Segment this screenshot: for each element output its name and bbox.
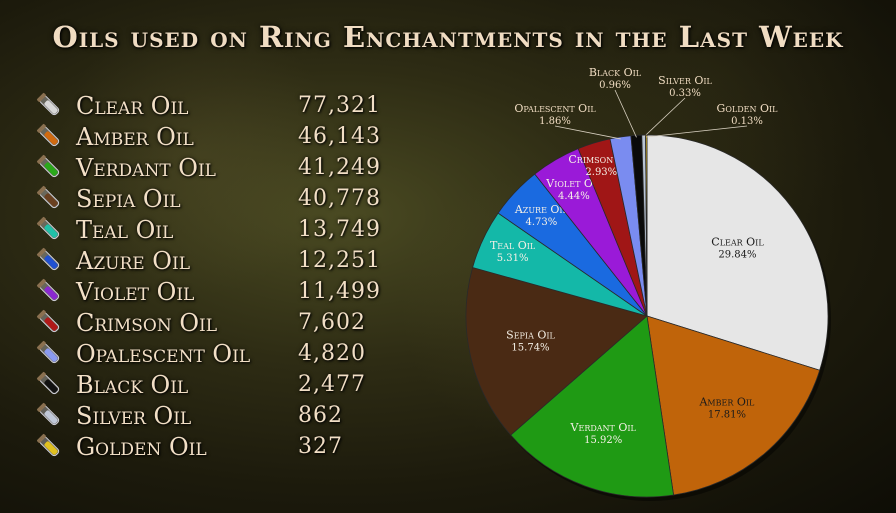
verdant-oil-vial-icon xyxy=(36,154,60,177)
legend-label: Clear Oil xyxy=(76,91,189,120)
legend-label: Verdant Oil xyxy=(76,153,216,182)
pie-slice-sepia-oil xyxy=(465,267,648,436)
legend-count: 46,143 xyxy=(298,124,381,149)
leader-line xyxy=(646,125,748,138)
slice-label-percent: 15.92% xyxy=(584,435,622,446)
legend-label: Silver Oil xyxy=(76,401,192,430)
legend-count: 12,251 xyxy=(298,248,381,273)
slice-label-percent: 15.74% xyxy=(511,342,549,353)
legend-item: Clear Oil 77,321 xyxy=(34,90,394,121)
slice-label-percent: 0.33% xyxy=(669,88,701,99)
slice-label-name: Sepia Oil xyxy=(506,328,555,341)
opalescent-oil-vial-icon xyxy=(36,340,60,363)
slice-label: Sepia Oil 15.74% xyxy=(506,328,555,353)
legend-count: 77,321 xyxy=(298,93,381,118)
legend-item: Opalescent Oil 4,820 xyxy=(34,338,394,369)
slice-label: Violet Oil 4.44% xyxy=(545,177,602,202)
slice-label-name: Verdant Oil xyxy=(570,421,637,434)
slice-label-name: Violet Oil xyxy=(545,177,602,190)
legend-label: Violet Oil xyxy=(76,277,195,306)
legend-label: Crimson Oil xyxy=(76,308,218,337)
clear-oil-vial-icon xyxy=(36,92,60,115)
slice-label-name: Silver Oil xyxy=(658,74,712,87)
legend-count: 4,820 xyxy=(298,341,366,366)
azure-oil-vial-icon xyxy=(36,247,60,270)
slice-label-name: Opalescent Oil xyxy=(514,102,596,115)
amber-oil-vial-icon xyxy=(36,123,60,146)
legend-count: 2,477 xyxy=(298,372,366,397)
black-oil-vial-icon xyxy=(36,371,60,394)
legend-item: Azure Oil 12,251 xyxy=(34,245,394,276)
golden-oil-vial-icon xyxy=(36,433,60,456)
slice-label-name: Teal Oil xyxy=(490,239,536,252)
legend-count: 862 xyxy=(298,403,343,428)
slice-label: Opalescent Oil 1.86% xyxy=(514,102,596,127)
slice-label-percent: 0.96% xyxy=(599,80,631,91)
slice-label-percent: 17.81% xyxy=(708,410,746,421)
legend-item: Black Oil 2,477 xyxy=(34,369,394,400)
slice-label-name: Amber Oil xyxy=(698,396,755,409)
legend-count: 11,499 xyxy=(298,279,381,304)
legend-label: Amber Oil xyxy=(76,122,194,151)
slice-label: Amber Oil 17.81% xyxy=(698,396,755,421)
slice-label: Clear Oil 29.84% xyxy=(711,236,764,261)
pie-chart: Clear Oil 29.84% Amber Oil 17.81% Verdant Oi… xyxy=(465,66,831,501)
leader-line xyxy=(614,89,637,138)
pie-slice-golden-oil xyxy=(645,134,648,317)
slice-label-percent: 4.73% xyxy=(525,217,557,228)
slice-label-name: Golden Oil xyxy=(717,102,779,115)
legend-count: 40,778 xyxy=(298,186,381,211)
legend-item: Violet Oil 11,499 xyxy=(34,276,394,307)
legend-count: 327 xyxy=(298,434,343,459)
legend-item: Teal Oil 13,749 xyxy=(34,214,394,245)
slice-label-name: Clear Oil xyxy=(711,236,764,249)
pie-slice-verdant-oil xyxy=(510,315,675,498)
chart-title: Oils used on Ring Enchantments in the La… xyxy=(52,20,844,54)
slice-label-name: Black Oil xyxy=(589,66,642,79)
slice-label: Azure Oil 4.73% xyxy=(514,203,569,228)
legend: Clear Oil 77,321 Amber Oil 46,143 Verdant Oi… xyxy=(34,90,394,462)
legend-item: Sepia Oil 40,778 xyxy=(34,183,394,214)
slice-label-percent: 1.86% xyxy=(539,116,571,127)
legend-item: Silver Oil 862 xyxy=(34,400,394,431)
legend-item: Crimson Oil 7,602 xyxy=(34,307,394,338)
silver-oil-vial-icon xyxy=(36,402,60,425)
legend-item: Golden Oil 327 xyxy=(34,431,394,462)
leader-line xyxy=(643,97,686,138)
pie-slice-amber-oil xyxy=(646,315,821,496)
slice-label: Teal Oil 5.31% xyxy=(490,239,536,264)
slice-label-name: Azure Oil xyxy=(514,203,569,216)
violet-oil-vial-icon xyxy=(36,278,60,301)
legend-item: Verdant Oil 41,249 xyxy=(34,152,394,183)
crimson-oil-vial-icon xyxy=(36,309,60,332)
legend-label: Sepia Oil xyxy=(76,184,181,213)
sepia-oil-vial-icon xyxy=(36,185,60,208)
legend-count: 41,249 xyxy=(298,155,381,180)
slice-label-percent: 4.44% xyxy=(558,191,590,202)
legend-count: 13,749 xyxy=(298,217,381,242)
legend-label: Azure Oil xyxy=(76,246,190,275)
legend-item: Amber Oil 46,143 xyxy=(34,121,394,152)
slice-label-percent: 2.93% xyxy=(585,167,617,178)
pie-slice-clear-oil xyxy=(646,134,829,371)
legend-label: Black Oil xyxy=(76,370,189,399)
teal-oil-vial-icon xyxy=(36,216,60,239)
slice-label: Silver Oil 0.33% xyxy=(658,74,712,99)
legend-label: Golden Oil xyxy=(76,432,207,461)
slice-label: Verdant Oil 15.92% xyxy=(570,421,637,446)
leader-line xyxy=(554,125,621,140)
slice-label-percent: 5.31% xyxy=(497,253,529,264)
slice-label-percent: 0.13% xyxy=(731,116,763,127)
slice-label: Black Oil 0.96% xyxy=(589,66,642,91)
legend-count: 7,602 xyxy=(298,310,366,335)
legend-label: Teal Oil xyxy=(76,215,174,244)
slice-label-percent: 29.84% xyxy=(718,250,756,261)
legend-label: Opalescent Oil xyxy=(76,339,251,368)
slice-label: Golden Oil 0.13% xyxy=(717,102,779,127)
